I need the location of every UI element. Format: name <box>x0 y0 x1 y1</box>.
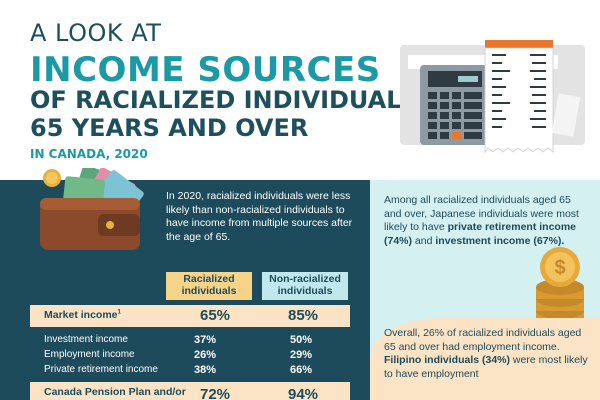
cpp-racialized: 72% <box>200 386 231 400</box>
calculator-icon <box>400 40 585 154</box>
row-non-racialized: 29% <box>290 349 313 361</box>
row-racialized: 37% <box>194 334 217 346</box>
table-row: Private retirement income 38% 66% <box>44 364 344 378</box>
row-label: Private retirement income <box>44 364 158 375</box>
column-header-racialized: Racialized individuals <box>166 272 252 300</box>
market-income-racialized: 65% <box>200 307 231 324</box>
row-non-racialized: 50% <box>290 334 313 346</box>
filipino-fact: Overall, 26% of racialized individuals a… <box>384 327 588 380</box>
market-income-non-racialized: 85% <box>288 307 319 324</box>
kicker-text: A LOOK AT <box>30 19 162 47</box>
row-non-racialized: 66% <box>290 364 313 376</box>
employment-highlight-panel <box>370 318 600 400</box>
market-income-label: Market income1 <box>44 309 121 321</box>
row-label: Employment income <box>44 349 135 360</box>
row-racialized: 38% <box>194 364 217 376</box>
subtitle: IN CANADA, 2020 <box>30 147 148 161</box>
wallet-icon <box>40 168 144 250</box>
title-line-3: 65 YEARS AND OVER <box>30 114 309 142</box>
title-line-1: INCOME SOURCES <box>30 50 381 90</box>
row-racialized: 26% <box>194 349 217 361</box>
table-row: Employment income 26% 29% <box>44 349 344 363</box>
cpp-label: Canada Pension Plan and/or <box>44 386 186 398</box>
cpp-non-racialized: 94% <box>288 386 319 400</box>
row-label: Investment income <box>44 334 128 345</box>
intro-text: In 2020, racialized individuals were les… <box>166 190 353 243</box>
cpp-row: Canada Pension Plan and/or 72% 94% <box>30 382 350 400</box>
market-income-row: Market income1 65% 85% <box>30 305 350 327</box>
svg-text:$: $ <box>554 257 565 279</box>
title-line-2: OF RACIALIZED INDIVIDUALS <box>30 86 419 114</box>
column-header-non-racialized: Non-racialized individuals <box>262 272 348 300</box>
japanese-fact: Among all racialized individuals aged 65… <box>384 194 579 247</box>
table-row: Investment income 37% 50% <box>44 334 344 348</box>
